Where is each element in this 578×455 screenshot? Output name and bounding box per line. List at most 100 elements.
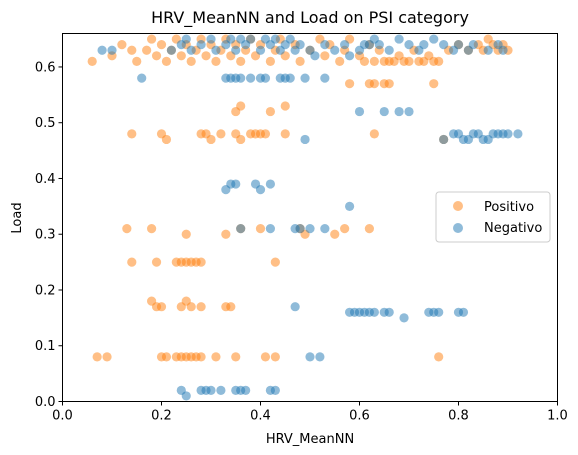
data-point-positivo	[320, 51, 330, 61]
data-point-positivo	[196, 257, 206, 267]
data-point-positivo	[211, 56, 221, 66]
data-point-positivo	[127, 257, 137, 267]
data-point-negativo	[384, 307, 394, 317]
data-point-negativo	[429, 34, 439, 44]
data-point-negativo	[226, 34, 236, 44]
x-tick-label: 0.2	[151, 409, 172, 424]
legend-frame	[435, 191, 551, 243]
data-point-negativo	[181, 391, 191, 401]
data-point-negativo	[374, 40, 384, 50]
data-point-negativo	[216, 385, 226, 395]
data-point-negativo	[345, 201, 355, 211]
data-point-positivo	[369, 129, 379, 139]
data-point-positivo	[369, 79, 379, 89]
data-point-negativo	[285, 73, 295, 83]
x-tick-label: 0.6	[349, 409, 370, 424]
data-point-negativo	[206, 385, 216, 395]
data-point-negativo	[211, 45, 221, 55]
y-tick-label: 0.5	[35, 116, 56, 131]
data-point-positivo	[221, 229, 231, 239]
data-point-negativo	[181, 34, 191, 44]
data-point-positivo	[340, 224, 350, 234]
data-point-negativo	[107, 45, 117, 55]
data-point-negativo	[300, 73, 310, 83]
data-point-negativo	[300, 134, 310, 145]
data-point-negativo	[260, 73, 271, 83]
data-point-negativo	[305, 352, 315, 362]
legend-marker-positivo	[453, 201, 463, 211]
data-point-positivo	[176, 51, 186, 61]
y-tick-label: 0.2	[35, 283, 56, 298]
data-point-negativo	[231, 45, 241, 55]
data-point-negativo	[330, 45, 340, 55]
data-point-negativo	[458, 307, 469, 317]
data-point-negativo	[320, 224, 330, 234]
data-point-positivo	[147, 224, 157, 234]
data-point-negativo	[241, 385, 251, 395]
x-tick-label: 0.4	[250, 409, 271, 424]
data-point-negativo	[97, 45, 107, 55]
data-point-positivo	[92, 352, 102, 362]
legend: Positivo Negativo	[435, 191, 551, 243]
data-point-negativo	[265, 224, 275, 234]
data-point-negativo	[137, 73, 147, 83]
data-point-positivo	[280, 101, 290, 111]
data-point-positivo	[186, 302, 196, 312]
data-point-positivo	[196, 302, 206, 312]
data-point-negativo	[206, 34, 216, 44]
data-point-negativo	[196, 40, 206, 50]
data-point-negativo	[290, 302, 300, 312]
data-point-negativo	[231, 179, 241, 189]
data-point-positivo	[87, 56, 97, 66]
data-point-negativo	[384, 45, 394, 55]
data-point-positivo	[270, 352, 280, 362]
data-point-negativo	[166, 45, 176, 55]
data-point-positivo	[127, 129, 137, 139]
y-axis: 0.0 0.1 0.2 0.3 0.4 0.5 0.6	[35, 60, 63, 410]
data-point-negativo	[246, 34, 256, 44]
data-point-negativo	[404, 106, 414, 117]
data-point-positivo	[127, 45, 137, 55]
data-point-positivo	[330, 229, 340, 239]
data-point-positivo	[359, 56, 370, 66]
data-point-negativo	[439, 40, 449, 50]
data-point-positivo	[295, 56, 305, 66]
x-axis-label: HRV_MeanNN	[266, 432, 354, 447]
data-point-positivo	[434, 352, 444, 362]
data-point-positivo	[236, 134, 246, 145]
data-point-negativo	[270, 385, 280, 395]
data-point-negativo	[305, 224, 315, 234]
data-point-positivo	[161, 352, 172, 362]
data-point-positivo	[151, 51, 162, 61]
data-point-positivo	[434, 56, 444, 66]
data-point-negativo	[468, 40, 478, 50]
data-point-negativo	[394, 34, 404, 44]
data-point-negativo	[439, 134, 449, 145]
data-point-positivo	[201, 51, 211, 61]
x-axis: 0.0 0.2 0.4 0.6 0.8 1.0	[52, 401, 568, 424]
data-point-negativo	[320, 40, 330, 50]
data-point-negativo	[265, 179, 275, 189]
data-point-positivo	[117, 40, 127, 50]
data-point-negativo	[236, 224, 246, 234]
legend-label-negativo: Negativo	[484, 221, 542, 236]
data-point-positivo	[181, 229, 191, 239]
data-point-positivo	[265, 56, 275, 66]
data-point-positivo	[142, 45, 152, 55]
data-point-positivo	[216, 129, 226, 139]
data-point-negativo	[369, 307, 379, 317]
x-tick-label: 0.8	[448, 409, 469, 424]
data-point-positivo	[260, 129, 271, 139]
data-point-negativo	[236, 73, 246, 83]
data-point-positivo	[270, 257, 280, 267]
data-point-negativo	[295, 40, 305, 50]
data-point-positivo	[122, 224, 132, 234]
data-point-negativo	[285, 34, 295, 44]
data-point-positivo	[196, 352, 206, 362]
data-point-negativo	[513, 129, 523, 139]
data-point-negativo	[315, 352, 325, 362]
data-point-positivo	[186, 56, 196, 66]
data-point-positivo	[211, 352, 221, 362]
data-point-negativo	[320, 73, 330, 83]
